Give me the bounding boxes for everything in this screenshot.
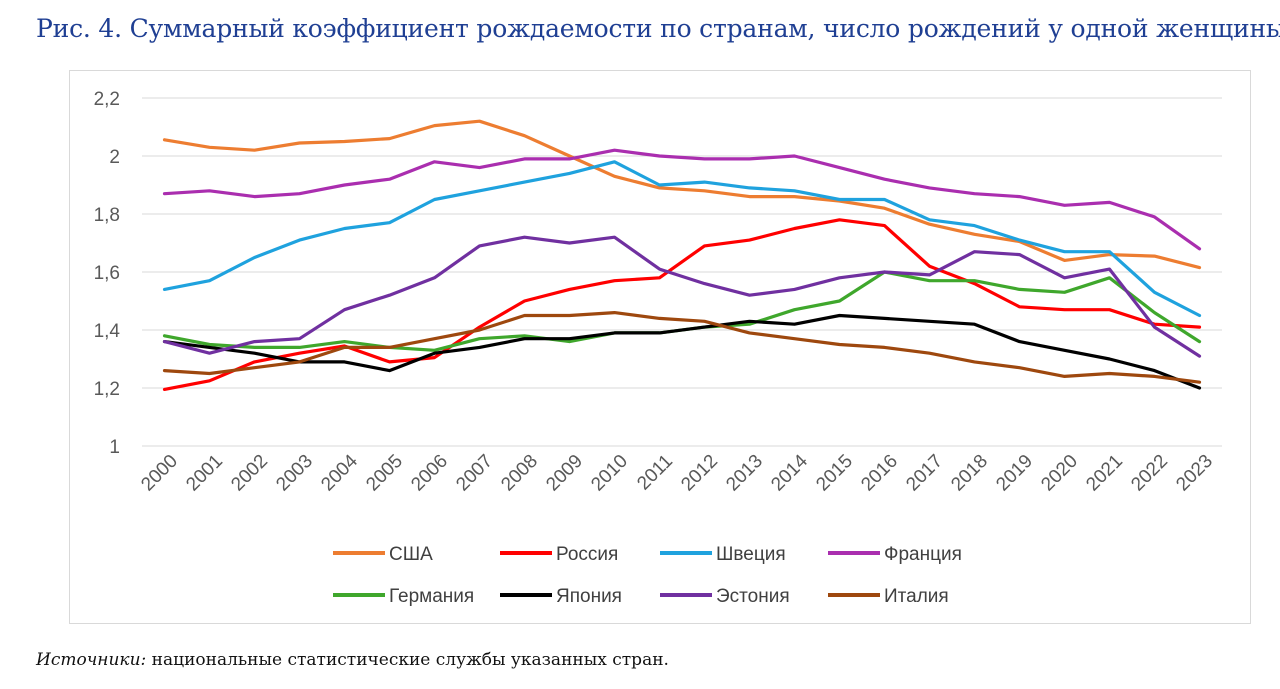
x-axis-ticks: 2000 2001 2002 2003 2004 2005 2006 2007 2008 2009… [137,450,1217,495]
series-line [162,270,1202,352]
x-tick-label: 2005 [362,451,407,496]
x-tick-label: 2014 [767,450,812,495]
series-line [162,311,1202,384]
y-tick-label: 1,6 [94,263,120,284]
x-tick-label: 2015 [812,451,857,496]
source-lead: Источники: [36,650,147,670]
series-lines [162,119,1202,391]
x-tick-label: 2002 [227,451,272,496]
series-line [162,148,1202,251]
source-text: национальные статистические службы указа… [146,650,669,670]
y-tick-label: 2 [109,147,120,168]
x-tick-label: 2023 [1172,451,1217,496]
x-tick-label: 2019 [992,451,1037,496]
y-tick-label: 1,2 [94,379,120,400]
y-tick-label: 1,4 [94,321,121,342]
series-line [162,160,1202,318]
x-tick-label: 2003 [272,451,317,496]
figure-title: Рис. 4. Суммарный коэффициент рождаемост… [36,14,1280,43]
x-tick-label: 2016 [857,451,902,496]
series-line [162,313,1202,390]
y-tick-label: 2,2 [94,89,120,110]
y-tick-label: 1 [109,437,120,458]
series-line [162,119,1202,270]
x-tick-label: 2022 [1127,451,1172,496]
x-tick-label: 2012 [677,451,722,496]
x-tick-label: 2000 [137,451,182,496]
x-tick-label: 2006 [407,451,452,496]
legend-label: Эстония [716,586,790,607]
x-tick-label: 2021 [1082,451,1127,496]
legend-label: Россия [556,544,618,565]
x-tick-label: 2007 [452,451,497,496]
y-tick-label: 1,8 [94,205,120,226]
x-tick-label: 2009 [542,451,587,496]
legend-label: Япония [556,586,622,607]
x-tick-label: 2018 [947,451,992,496]
y-axis-ticks: 1 1,2 1,4 1,6 1,8 2 2,2 [94,89,121,458]
series-line [162,235,1202,358]
x-tick-label: 2013 [722,451,767,496]
source-note: Источники: национальные статистические с… [36,650,669,670]
x-tick-label: 2004 [317,450,362,495]
series-line [162,218,1202,391]
x-tick-label: 2001 [182,451,227,496]
x-tick-label: 2010 [587,451,632,496]
line-chart: 11,21,41,61,822,2 2000 2001 2002 2003 2004 20… [94,89,1222,607]
x-tick-label: 2017 [902,451,947,496]
legend-label: Франция [884,544,962,565]
x-tick-label: 2011 [633,451,677,495]
legend-label: США [389,544,433,565]
legend-label: Италия [884,586,949,607]
x-tick-label: 2020 [1037,451,1082,496]
gridlines [142,97,1222,447]
legend-label: Швеция [716,544,786,565]
x-tick-label: 2008 [497,451,542,496]
legend: США Россия Швеция Франция Германия Япония Эсто… [333,544,962,607]
legend-label: Германия [389,586,474,607]
